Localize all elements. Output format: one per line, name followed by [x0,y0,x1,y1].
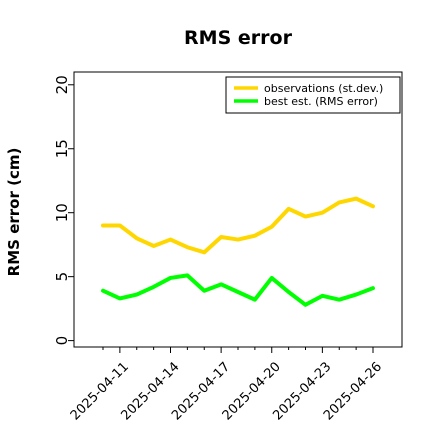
series-0-point [337,200,341,204]
y-tick-label: 10 [53,203,71,222]
series-0-point [253,234,257,238]
legend-label-observations: observations (st.dev.) [264,82,383,95]
legend-label-best-est: best est. (RMS error) [264,95,378,108]
series-0-point [320,211,324,215]
series-layer [101,196,375,307]
chart-title: RMS error [184,27,293,49]
series-0-point [371,204,375,208]
series-1-point [202,289,206,293]
legend: observations (st.dev.) best est. (RMS er… [225,76,401,114]
y-tick-label: 15 [53,139,71,158]
series-0-point [287,207,291,211]
series-1-point [169,276,172,280]
series-line-0 [101,196,375,255]
series-0-point [236,238,240,242]
series-0-point [304,215,307,219]
series-0-point [185,245,189,249]
series-0-point [354,197,358,201]
series-0-point [118,223,122,227]
series-1-point [304,303,307,307]
series-1-point [354,293,358,297]
series-1-point [236,290,240,294]
series-1-point [337,298,341,302]
series-0-point [202,250,206,254]
series-0-point [169,238,172,242]
series-0-point [135,236,139,240]
series-0-point [101,223,105,227]
y-tick-label: 0 [53,336,71,346]
series-1-point [253,298,257,302]
series-1-point [135,293,139,297]
axis-layer: 051015202025-04-112025-04-142025-04-1720… [53,75,385,423]
series-1-point [101,289,105,293]
series-1-point [320,294,324,298]
series-line-1 [101,273,375,307]
series-0-point [152,244,156,248]
series-1-point [287,290,291,294]
series-1-point [371,286,375,290]
y-tick-label: 20 [53,75,71,94]
series-0-point [270,225,274,229]
y-axis-label: RMS error (cm) [5,148,23,277]
legend-box [225,76,401,114]
series-1-point [185,273,189,277]
series-1-point [219,282,223,286]
series-1-point [152,285,156,289]
series-1-point [118,296,122,300]
series-1-point [270,276,274,280]
y-tick-label: 5 [53,272,71,282]
series-0-point [219,235,223,239]
